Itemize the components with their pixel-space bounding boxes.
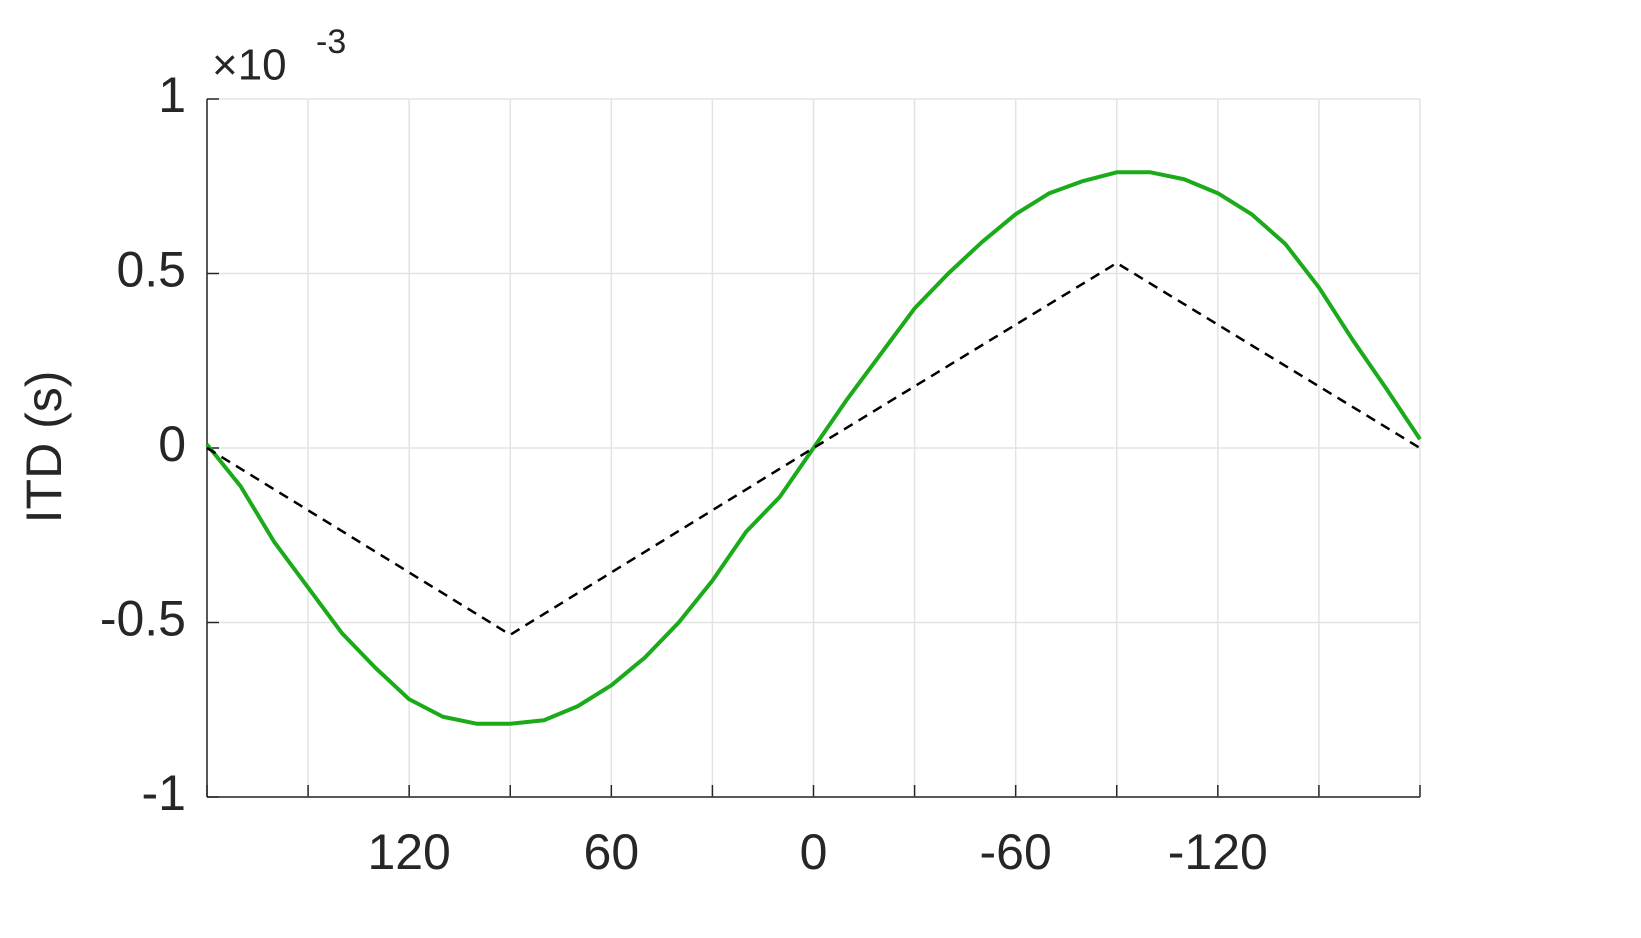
x-tick-label: 0: [800, 824, 828, 880]
y-multiplier-exponent: -3: [316, 23, 346, 61]
y-tick-label: -0.5: [100, 591, 186, 647]
x-tick-label: 60: [584, 824, 640, 880]
x-tick-label: -60: [980, 824, 1052, 880]
y-axis-label: ITD (s): [16, 371, 72, 524]
x-tick-label: -120: [1168, 824, 1268, 880]
y-tick-label: 0.5: [116, 242, 186, 298]
y-multiplier: ×10: [212, 41, 287, 90]
y-tick-label: 0: [158, 416, 186, 472]
y-tick-label: 1: [158, 67, 186, 123]
data-line: [205, 170, 1422, 726]
x-tick-label: 120: [367, 824, 450, 880]
y-tick-label: -1: [142, 765, 186, 821]
